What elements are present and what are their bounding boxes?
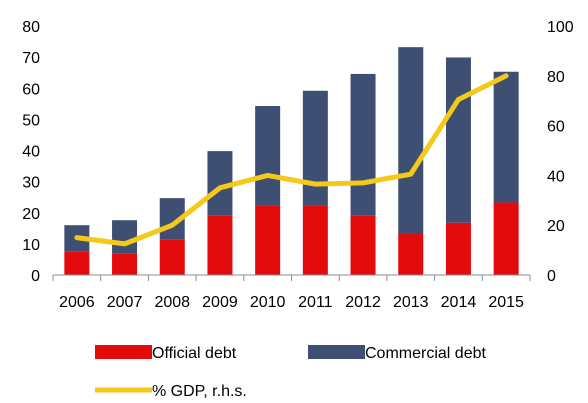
bar-official-2007 [112, 253, 137, 275]
bar-official-2010 [255, 206, 280, 275]
x-tick-label-2007: 2007 [107, 294, 143, 311]
legend-label-commercial: Commercial debt [365, 345, 486, 362]
gdp-line [77, 76, 506, 244]
bar-official-2013 [398, 233, 423, 275]
bar-commercial-2007 [112, 220, 137, 253]
bar-official-2014 [446, 223, 471, 275]
x-tick-labels: 2006 2007 2008 2009 2010 2011 2012 2013 2014 2015 [59, 294, 524, 311]
x-tick-label-2012: 2012 [345, 294, 381, 311]
x-tick-label-2010: 2010 [250, 294, 286, 311]
x-tick-label-2015: 2015 [488, 294, 524, 311]
x-tick-label-2014: 2014 [441, 294, 477, 311]
right-tick-label-100: 100 [547, 19, 574, 36]
legend-label-gdp: % GDP, r.h.s. [152, 383, 247, 400]
bar-commercial-2014 [446, 57, 471, 222]
right-tick-label-20: 20 [547, 218, 565, 235]
bar-official-2015 [494, 202, 519, 275]
left-tick-label-60: 60 [22, 81, 40, 98]
left-tick-label-10: 10 [22, 237, 40, 254]
bar-commercial-2011 [303, 91, 328, 206]
x-tick-label-2013: 2013 [393, 294, 429, 311]
bar-commercial-2010 [255, 106, 280, 206]
left-tick-label-50: 50 [22, 112, 40, 129]
left-tick-label-20: 20 [22, 206, 40, 223]
x-tick-label-2008: 2008 [154, 294, 190, 311]
right-tick-label-0: 0 [547, 268, 556, 285]
left-y-axis: 0 10 20 30 40 50 60 70 80 [22, 19, 40, 285]
right-y-axis: 0 20 40 60 80 100 [547, 19, 574, 285]
x-tick-label-2006: 2006 [59, 294, 95, 311]
x-axis [53, 275, 530, 281]
legend: Official debt Commercial debt % GDP, r.h… [95, 345, 486, 400]
x-tick-label-2011: 2011 [298, 294, 333, 311]
legend-label-official: Official debt [152, 345, 237, 362]
bar-official-2006 [64, 252, 89, 275]
bar-official-2011 [303, 206, 328, 275]
right-tick-label-40: 40 [547, 168, 565, 185]
bar-official-2012 [351, 216, 376, 275]
left-tick-label-0: 0 [31, 268, 40, 285]
legend-swatch-commercial [308, 345, 365, 359]
legend-swatch-official [95, 345, 152, 359]
right-tick-label-60: 60 [547, 119, 565, 136]
left-tick-label-30: 30 [22, 175, 40, 192]
bar-commercial-2015 [494, 72, 519, 203]
left-tick-label-70: 70 [22, 50, 40, 67]
bar-official-2009 [207, 216, 232, 275]
right-tick-label-80: 80 [547, 69, 565, 86]
bar-official-2008 [160, 239, 185, 275]
left-tick-label-40: 40 [22, 144, 40, 161]
left-tick-label-80: 80 [22, 19, 40, 36]
bar-commercial-2013 [398, 47, 423, 233]
bar-commercial-2012 [351, 74, 376, 216]
x-tick-label-2009: 2009 [202, 294, 238, 311]
line-layer [77, 76, 506, 244]
